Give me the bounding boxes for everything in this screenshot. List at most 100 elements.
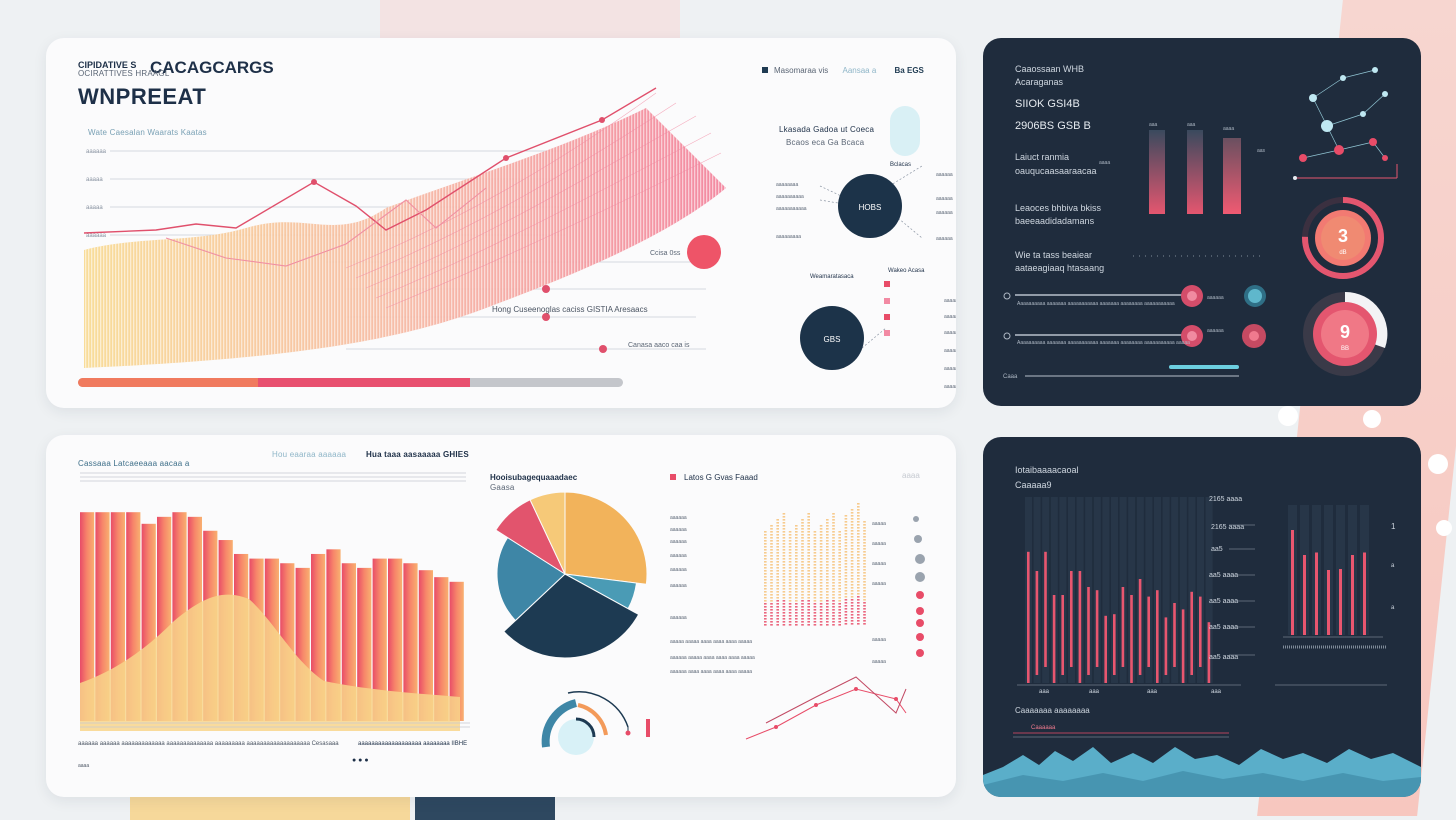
svg-text:Aaaaaaaaaa aaaaaaa aaaaaaaaaaa: Aaaaaaaaaa aaaaaaa aaaaaaaaaaa aaaaaaa a… xyxy=(1017,340,1190,346)
bubble xyxy=(1428,454,1448,474)
marker-label-top: Ccisa 0ss xyxy=(650,250,681,257)
signal-bar xyxy=(1190,591,1193,675)
svg-text:aa5 aaaa: aa5 aaaa xyxy=(1209,654,1238,661)
svg-text:aaaaa: aaaaa xyxy=(86,205,103,211)
header-subtitle: OCIRATTIVES HRAAGL xyxy=(78,69,170,78)
column-bar xyxy=(388,558,403,721)
marker-label-bottom: Canasa aaco caa is xyxy=(628,342,690,349)
bars-header-mid: Hou eaaraa aaaaaa xyxy=(272,450,347,459)
signal-bar-right xyxy=(1303,555,1306,635)
stat-line-9: Wie ta tass beaiear xyxy=(1015,250,1093,260)
svg-text:a: a xyxy=(1391,605,1395,611)
signal-bar xyxy=(1061,595,1064,675)
signal-bar xyxy=(1087,587,1090,675)
column-bar xyxy=(434,577,449,721)
svg-text:aaaaaa aaaaa aaaa aaaa aaa: aaaaaa aaaaa aaaa aaaa aaaa aaaaa xyxy=(670,655,755,661)
svg-text:aa5: aa5 xyxy=(1211,546,1223,553)
svg-text:aaaaaa: aaaaaa xyxy=(670,583,687,589)
svg-text:aaaaaa: aaaaaa xyxy=(670,567,687,573)
header-small-title-2: CACAGCARGS xyxy=(150,58,274,77)
svg-text:a: a xyxy=(1391,563,1395,569)
svg-text:aaaaaa: aaaaaa xyxy=(936,172,953,178)
y-tick-labels: aaaaaa aaaaa aaaaa aaaaaa xyxy=(86,149,107,239)
legend-item-3: Ba EGS xyxy=(894,66,924,75)
bars-footer-right: aaaaaaaaaaaaaaaaaaa aaaaaaaa IIBHE xyxy=(358,741,468,747)
signal-bar xyxy=(1027,551,1030,683)
mini-line-1 xyxy=(745,688,907,740)
svg-text:aaaaa: aaaaa xyxy=(944,366,956,372)
signal-bar xyxy=(1052,595,1056,683)
column-bar xyxy=(403,563,418,721)
right-dots xyxy=(913,516,925,657)
svg-text:aaaaaaaaaa: aaaaaaaaaa xyxy=(776,194,804,200)
svg-text:aaa: aaa xyxy=(1089,689,1100,695)
svg-text:aaaaaaaaa: aaaaaaaaa xyxy=(776,234,801,240)
svg-text:aaaaa: aaaaa xyxy=(944,314,956,320)
svg-text:aaaa: aaaa xyxy=(1099,160,1110,166)
signal-bar-right xyxy=(1363,552,1366,635)
signal-bar xyxy=(1207,622,1211,683)
column-bar xyxy=(80,512,95,721)
svg-text:aaaaaaaaaaa: aaaaaaaaaaa xyxy=(776,206,807,212)
trend-chart: aaaaaa aaaaa aaaaa aaaaaa Ccisa 0ss Hong… xyxy=(83,87,726,368)
column-bar xyxy=(326,549,341,721)
stat-line-7: Leaoces bhbiva bkiss xyxy=(1015,203,1102,213)
svg-text:aaa: aaa xyxy=(1149,122,1158,128)
signal-bar xyxy=(1130,595,1133,683)
signal-bar xyxy=(1147,596,1150,667)
ring-gauge-1: 3 dB xyxy=(1302,197,1384,279)
node-diagram: HOBS GBS Bclacas Wakeo Acasa Weamaratasa… xyxy=(776,162,956,390)
svg-text:Caaaaaa: Caaaaaa xyxy=(1031,725,1056,731)
pie-slice xyxy=(529,491,566,575)
svg-text:2165 aaaa: 2165 aaaa xyxy=(1211,524,1244,531)
dots-swatch xyxy=(670,474,676,480)
legend-item-2: Aansaa a xyxy=(842,66,877,75)
pagination-dots[interactable]: ● ● ● xyxy=(352,757,369,764)
signal-bar-right xyxy=(1315,552,1318,635)
svg-text:Caaaaaaa aaaaaaaa: Caaaaaaa aaaaaaaa xyxy=(1015,706,1090,715)
series-line-1 xyxy=(83,87,657,234)
signal-bars: 2165 aaaa 2165 aaaa aa5 aa5 aaaa aa5 aaa… xyxy=(983,496,1421,797)
svg-text:GBS: GBS xyxy=(824,335,841,344)
header-small-title: CIPIDATIVE S xyxy=(78,60,137,70)
column-bar xyxy=(449,581,464,721)
bars-footer: aaaaaa aaaaaa aaaaaaaaaaaaa aaaaaaaaaaaa… xyxy=(78,741,339,747)
pie-title: Hooisubagequaaadaec xyxy=(490,473,578,482)
svg-text:aaaaa: aaaaa xyxy=(944,330,956,336)
signal-bar-right xyxy=(1291,530,1294,635)
svg-text:Wakeo Acasa: Wakeo Acasa xyxy=(888,268,925,274)
signal-bar xyxy=(1173,603,1176,667)
signal-bar xyxy=(1164,617,1168,675)
stat-line-10: aataeagiaaq htasaang xyxy=(1015,263,1105,273)
svg-text:dB: dB xyxy=(1339,250,1346,256)
bar-3 xyxy=(1223,138,1241,214)
mini-legend-squares xyxy=(884,281,890,336)
bar-2 xyxy=(1187,130,1203,214)
gradient-bars: aaa aaa aaaa aaaa aas xyxy=(1003,67,1398,380)
yellow-area xyxy=(80,594,460,731)
signals-panel: Iotaibaaaacaoal Caaaaa9 2165 aaaa 2165 a… xyxy=(983,437,1421,797)
signal-bar xyxy=(1104,615,1107,683)
svg-text:aaaa: aaaa xyxy=(1223,126,1234,132)
overview-panel: CIPIDATIVE S CACAGCARGS OCIRATTIVES HRAA… xyxy=(46,38,956,408)
series-markers xyxy=(311,117,605,185)
legend-item-1: Masomaraa vis xyxy=(774,66,829,75)
signal-bar xyxy=(1078,571,1082,683)
signal-bar xyxy=(1035,571,1039,675)
svg-text:aaaaa: aaaaa xyxy=(944,348,956,354)
column-bar xyxy=(341,563,356,721)
bubble xyxy=(1436,520,1452,536)
node-circle-1 xyxy=(838,174,902,238)
stat-value-1: SIIOK GSI4B xyxy=(1015,98,1080,110)
progress-fill-orange xyxy=(78,378,258,387)
stat-line-8: baeeaadidadamans xyxy=(1015,216,1095,226)
bars-header: Cassaaa Latcaeeaaa aacaa a xyxy=(78,459,190,468)
signal-bar xyxy=(1044,551,1047,667)
svg-text:aa5 aaaa: aa5 aaaa xyxy=(1209,572,1238,579)
progress-fill-pink xyxy=(257,378,471,387)
svg-text:HOBS: HOBS xyxy=(859,203,882,212)
marker-label-middle: Hong Cuseenoglas caciss GISTIA Aresaacs xyxy=(492,305,648,314)
svg-text:aaaaaa: aaaaaa xyxy=(670,515,687,521)
stat-value-2: 2906BS GSB B xyxy=(1015,120,1091,132)
side-pill xyxy=(890,106,920,156)
